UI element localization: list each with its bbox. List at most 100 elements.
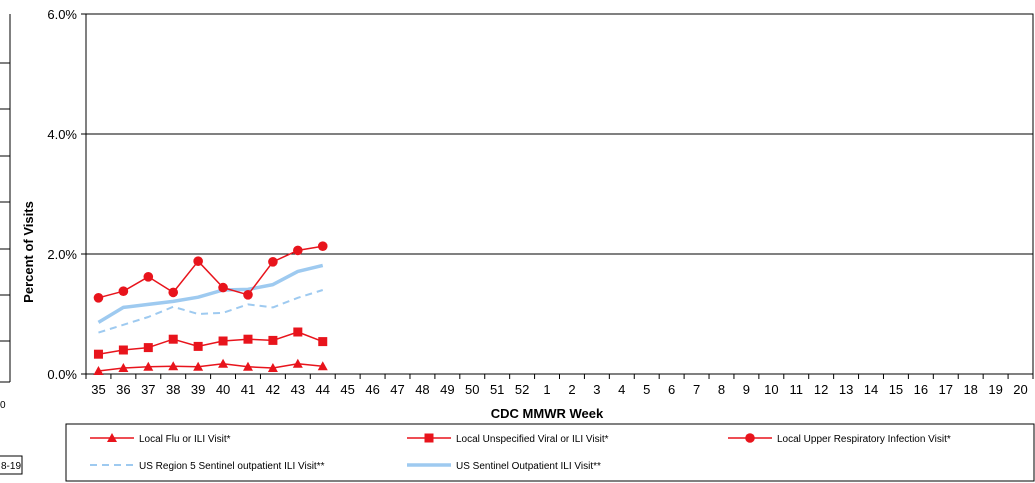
- x-tick-label: 46: [365, 382, 379, 397]
- left-edge-label: 0: [0, 400, 6, 411]
- x-tick-label: 41: [241, 382, 255, 397]
- x-tick-label: 49: [440, 382, 454, 397]
- x-tick-label: 35: [91, 382, 105, 397]
- x-tick-label: 43: [291, 382, 305, 397]
- x-tick-label: 44: [316, 382, 330, 397]
- series-3: [98, 289, 324, 334]
- legend-item: Local Unspecified Viral or ILI Visit*: [407, 433, 609, 445]
- data-point: [243, 334, 253, 344]
- x-axis: 35 36 37 38 39 40 41 42 43 44 45 46 47 48 49 50 51 52 1 2 3 4…: [85, 374, 1034, 397]
- data-point: [293, 245, 303, 256]
- y-tick-label: 4.0%: [47, 127, 77, 142]
- x-tick-label: 13: [839, 382, 853, 397]
- series-line: [98, 363, 323, 372]
- x-tick-label: 47: [390, 382, 404, 397]
- data-point: [93, 293, 104, 303]
- legend-label: US Region 5 Sentinel outpatient ILI Visi…: [139, 461, 325, 472]
- series-4: [97, 263, 324, 324]
- series-2: [93, 241, 328, 303]
- left-edge-box: [0, 455, 23, 475]
- x-tick-label: 10: [764, 382, 778, 397]
- series-layer: [93, 241, 328, 375]
- data-point: [268, 335, 278, 345]
- series-line: [97, 263, 324, 324]
- data-point: [143, 272, 154, 282]
- gridlines: [86, 133, 1033, 255]
- data-point: [193, 256, 203, 267]
- x-tick-label: 18: [963, 382, 977, 397]
- data-point: [242, 361, 253, 371]
- x-tick-label: 36: [116, 382, 130, 397]
- legend-label: Local Upper Respiratory Infection Visit*: [777, 434, 951, 445]
- data-point: [218, 282, 228, 293]
- data-point: [93, 366, 104, 375]
- x-tick-label: 9: [743, 382, 750, 397]
- y-tick-label: 6.0%: [47, 7, 77, 22]
- series-1: [93, 327, 328, 359]
- data-point: [193, 341, 203, 351]
- y-tick-label: 0.0%: [47, 367, 77, 382]
- x-tick-label: 37: [141, 382, 155, 397]
- legend-items: Local Flu or ILI Visit* Local Unspecified…: [90, 433, 951, 472]
- x-tick-label: 16: [914, 382, 928, 397]
- y-axis: 0.0% 2.0% 4.0% 6.0%: [47, 7, 86, 382]
- data-point: [243, 290, 253, 300]
- data-point: [292, 358, 303, 368]
- plot-area: [85, 13, 1034, 375]
- legend-label: US Sentinel Outpatient ILI Visit**: [456, 461, 601, 472]
- x-tick-label: 39: [191, 382, 205, 397]
- x-tick-label: 1: [543, 382, 550, 397]
- x-tick-label: 3: [593, 382, 600, 397]
- legend-marker: [745, 433, 755, 443]
- x-tick-label: 50: [465, 382, 479, 397]
- data-point: [317, 361, 328, 371]
- x-axis-title: CDC MMWR Week: [491, 406, 604, 421]
- data-point: [118, 363, 129, 372]
- x-tick-label: 45: [340, 382, 354, 397]
- x-tick-label: 51: [490, 382, 504, 397]
- x-tick-label: 12: [814, 382, 828, 397]
- legend-label: Local Flu or ILI Visit*: [139, 434, 231, 445]
- series-line: [98, 331, 324, 355]
- data-point: [218, 358, 229, 368]
- x-tick-label: 17: [939, 382, 953, 397]
- x-tick-label: 11: [790, 382, 804, 397]
- x-tick-label: 15: [889, 382, 903, 397]
- data-point: [93, 349, 103, 359]
- series-line: [98, 289, 324, 334]
- data-point: [293, 327, 303, 337]
- legend: [65, 423, 1035, 482]
- x-tick-label: 14: [864, 382, 878, 397]
- legend-item: Local Upper Respiratory Infection Visit*: [728, 433, 951, 445]
- x-tick-label: 7: [693, 382, 700, 397]
- y-tick-label: 2.0%: [47, 247, 77, 262]
- data-point: [168, 287, 179, 298]
- x-tick-label: 19: [988, 382, 1002, 397]
- data-point: [317, 241, 328, 251]
- series-line: [98, 245, 323, 299]
- data-point: [118, 286, 129, 297]
- left-edge-box-label: 8-19: [1, 461, 21, 472]
- x-tick-label: 8: [718, 382, 725, 397]
- data-point: [143, 343, 153, 353]
- data-point: [118, 345, 128, 355]
- legend-item: US Sentinel Outpatient ILI Visit**: [407, 461, 601, 472]
- y-axis-title: Percent of Visits: [21, 201, 36, 303]
- left-edge-panel: 0 8-19: [0, 14, 23, 475]
- x-tick-label: 2: [568, 382, 575, 397]
- data-point: [267, 363, 278, 372]
- legend-item: Local Flu or ILI Visit*: [90, 433, 231, 445]
- x-tick-label: 40: [216, 382, 230, 397]
- legend-item: US Region 5 Sentinel outpatient ILI Visi…: [90, 461, 325, 472]
- x-tick-label: 5: [643, 382, 650, 397]
- data-point: [143, 361, 154, 371]
- data-point: [268, 257, 278, 267]
- x-tick-label: 52: [515, 382, 529, 397]
- x-tick-label: 4: [618, 382, 625, 397]
- legend-marker: [107, 433, 117, 442]
- series-0: [93, 358, 328, 375]
- x-tick-label: 48: [415, 382, 429, 397]
- x-tick-label: 6: [668, 382, 675, 397]
- x-tick-label: 42: [266, 382, 280, 397]
